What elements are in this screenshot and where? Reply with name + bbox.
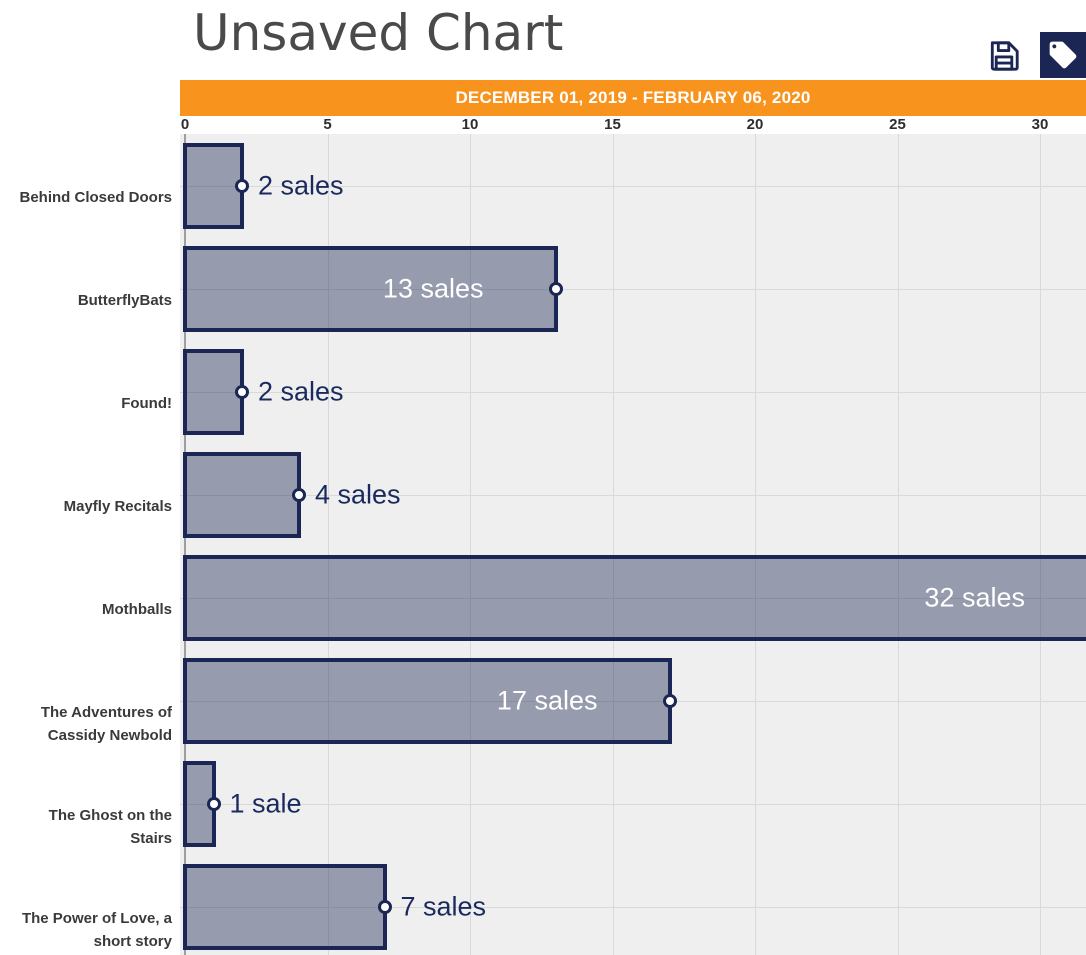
grid-line-vertical — [612, 134, 614, 955]
x-axis-tick: 5 — [323, 116, 332, 133]
category-label: Mayfly Recitals — [63, 498, 172, 515]
grid-line-vertical — [470, 134, 471, 955]
tag-button[interactable] — [1040, 32, 1086, 78]
value-label: 7 sales — [400, 891, 487, 921]
value-label: 1 sale — [229, 788, 302, 818]
category-label: The Power of Love, a short story — [21, 910, 172, 950]
y-axis-line — [184, 134, 186, 955]
grid-line-vertical — [755, 134, 756, 955]
x-axis: 0 5 10 15 20 25 30 — [0, 114, 1086, 134]
point-marker[interactable] — [235, 178, 249, 193]
grid-line-horizontal — [180, 597, 1086, 599]
grid-line-vertical — [327, 134, 329, 955]
category-label: The Ghost on the Stairs — [48, 807, 172, 847]
category-label: Behind Closed Doors — [19, 189, 172, 206]
grid-line-horizontal — [180, 288, 1086, 290]
value-label: 2 sales — [258, 170, 344, 200]
value-label: 17 sales — [496, 685, 598, 715]
bar[interactable] — [183, 657, 672, 744]
bar[interactable] — [183, 554, 1086, 641]
x-axis-tick: 20 — [746, 116, 764, 133]
date-range-banner: DECEMBER 01, 2019 - FEBRUARY 06, 2020 — [180, 80, 1086, 116]
bar[interactable] — [183, 863, 387, 950]
grid-line-horizontal — [180, 803, 1086, 805]
value-label: 32 sales — [924, 582, 1025, 612]
point-marker[interactable] — [662, 693, 677, 708]
category-label: The Adventures of Cassidy Newbold — [40, 704, 172, 744]
x-axis-tick: 15 — [604, 116, 621, 133]
plot-area: 2 sales 13 sales 2 sales 4 sales 32 sales 17 … — [180, 134, 1086, 955]
category-axis: Behind Closed Doors ButterflyBats Found! Ma… — [0, 0, 176, 955]
point-marker[interactable] — [548, 281, 563, 296]
grid-line-horizontal — [180, 700, 1086, 702]
grid-line-horizontal — [180, 494, 1086, 496]
tag-icon — [1047, 39, 1079, 71]
grid-line-horizontal — [180, 185, 1086, 187]
x-axis-tick: 25 — [889, 116, 906, 133]
x-axis-tick: 30 — [1031, 116, 1049, 133]
bar[interactable] — [183, 348, 244, 435]
bar[interactable] — [183, 451, 301, 538]
value-label: 4 sales — [315, 479, 401, 509]
grid-line-horizontal — [180, 906, 1086, 908]
point-marker[interactable] — [377, 899, 392, 914]
value-label: 2 sales — [258, 376, 344, 406]
save-button[interactable] — [984, 36, 1024, 76]
category-label: Found! — [121, 395, 172, 412]
point-marker[interactable] — [292, 487, 306, 502]
x-axis-tick: 10 — [461, 116, 479, 133]
bar[interactable] — [183, 245, 558, 332]
value-label: 13 sales — [382, 273, 484, 303]
grid-line-vertical — [897, 134, 899, 955]
page-title: Unsaved Chart — [193, 4, 564, 62]
point-marker[interactable] — [206, 796, 221, 811]
point-marker[interactable] — [235, 384, 249, 399]
x-axis-tick: 0 — [180, 116, 190, 133]
grid-line-horizontal — [180, 391, 1086, 393]
grid-line-vertical — [1040, 134, 1041, 955]
category-label: Mothballs — [102, 601, 172, 618]
floppy-disk-icon — [986, 38, 1022, 74]
category-label: ButterflyBats — [77, 292, 172, 309]
